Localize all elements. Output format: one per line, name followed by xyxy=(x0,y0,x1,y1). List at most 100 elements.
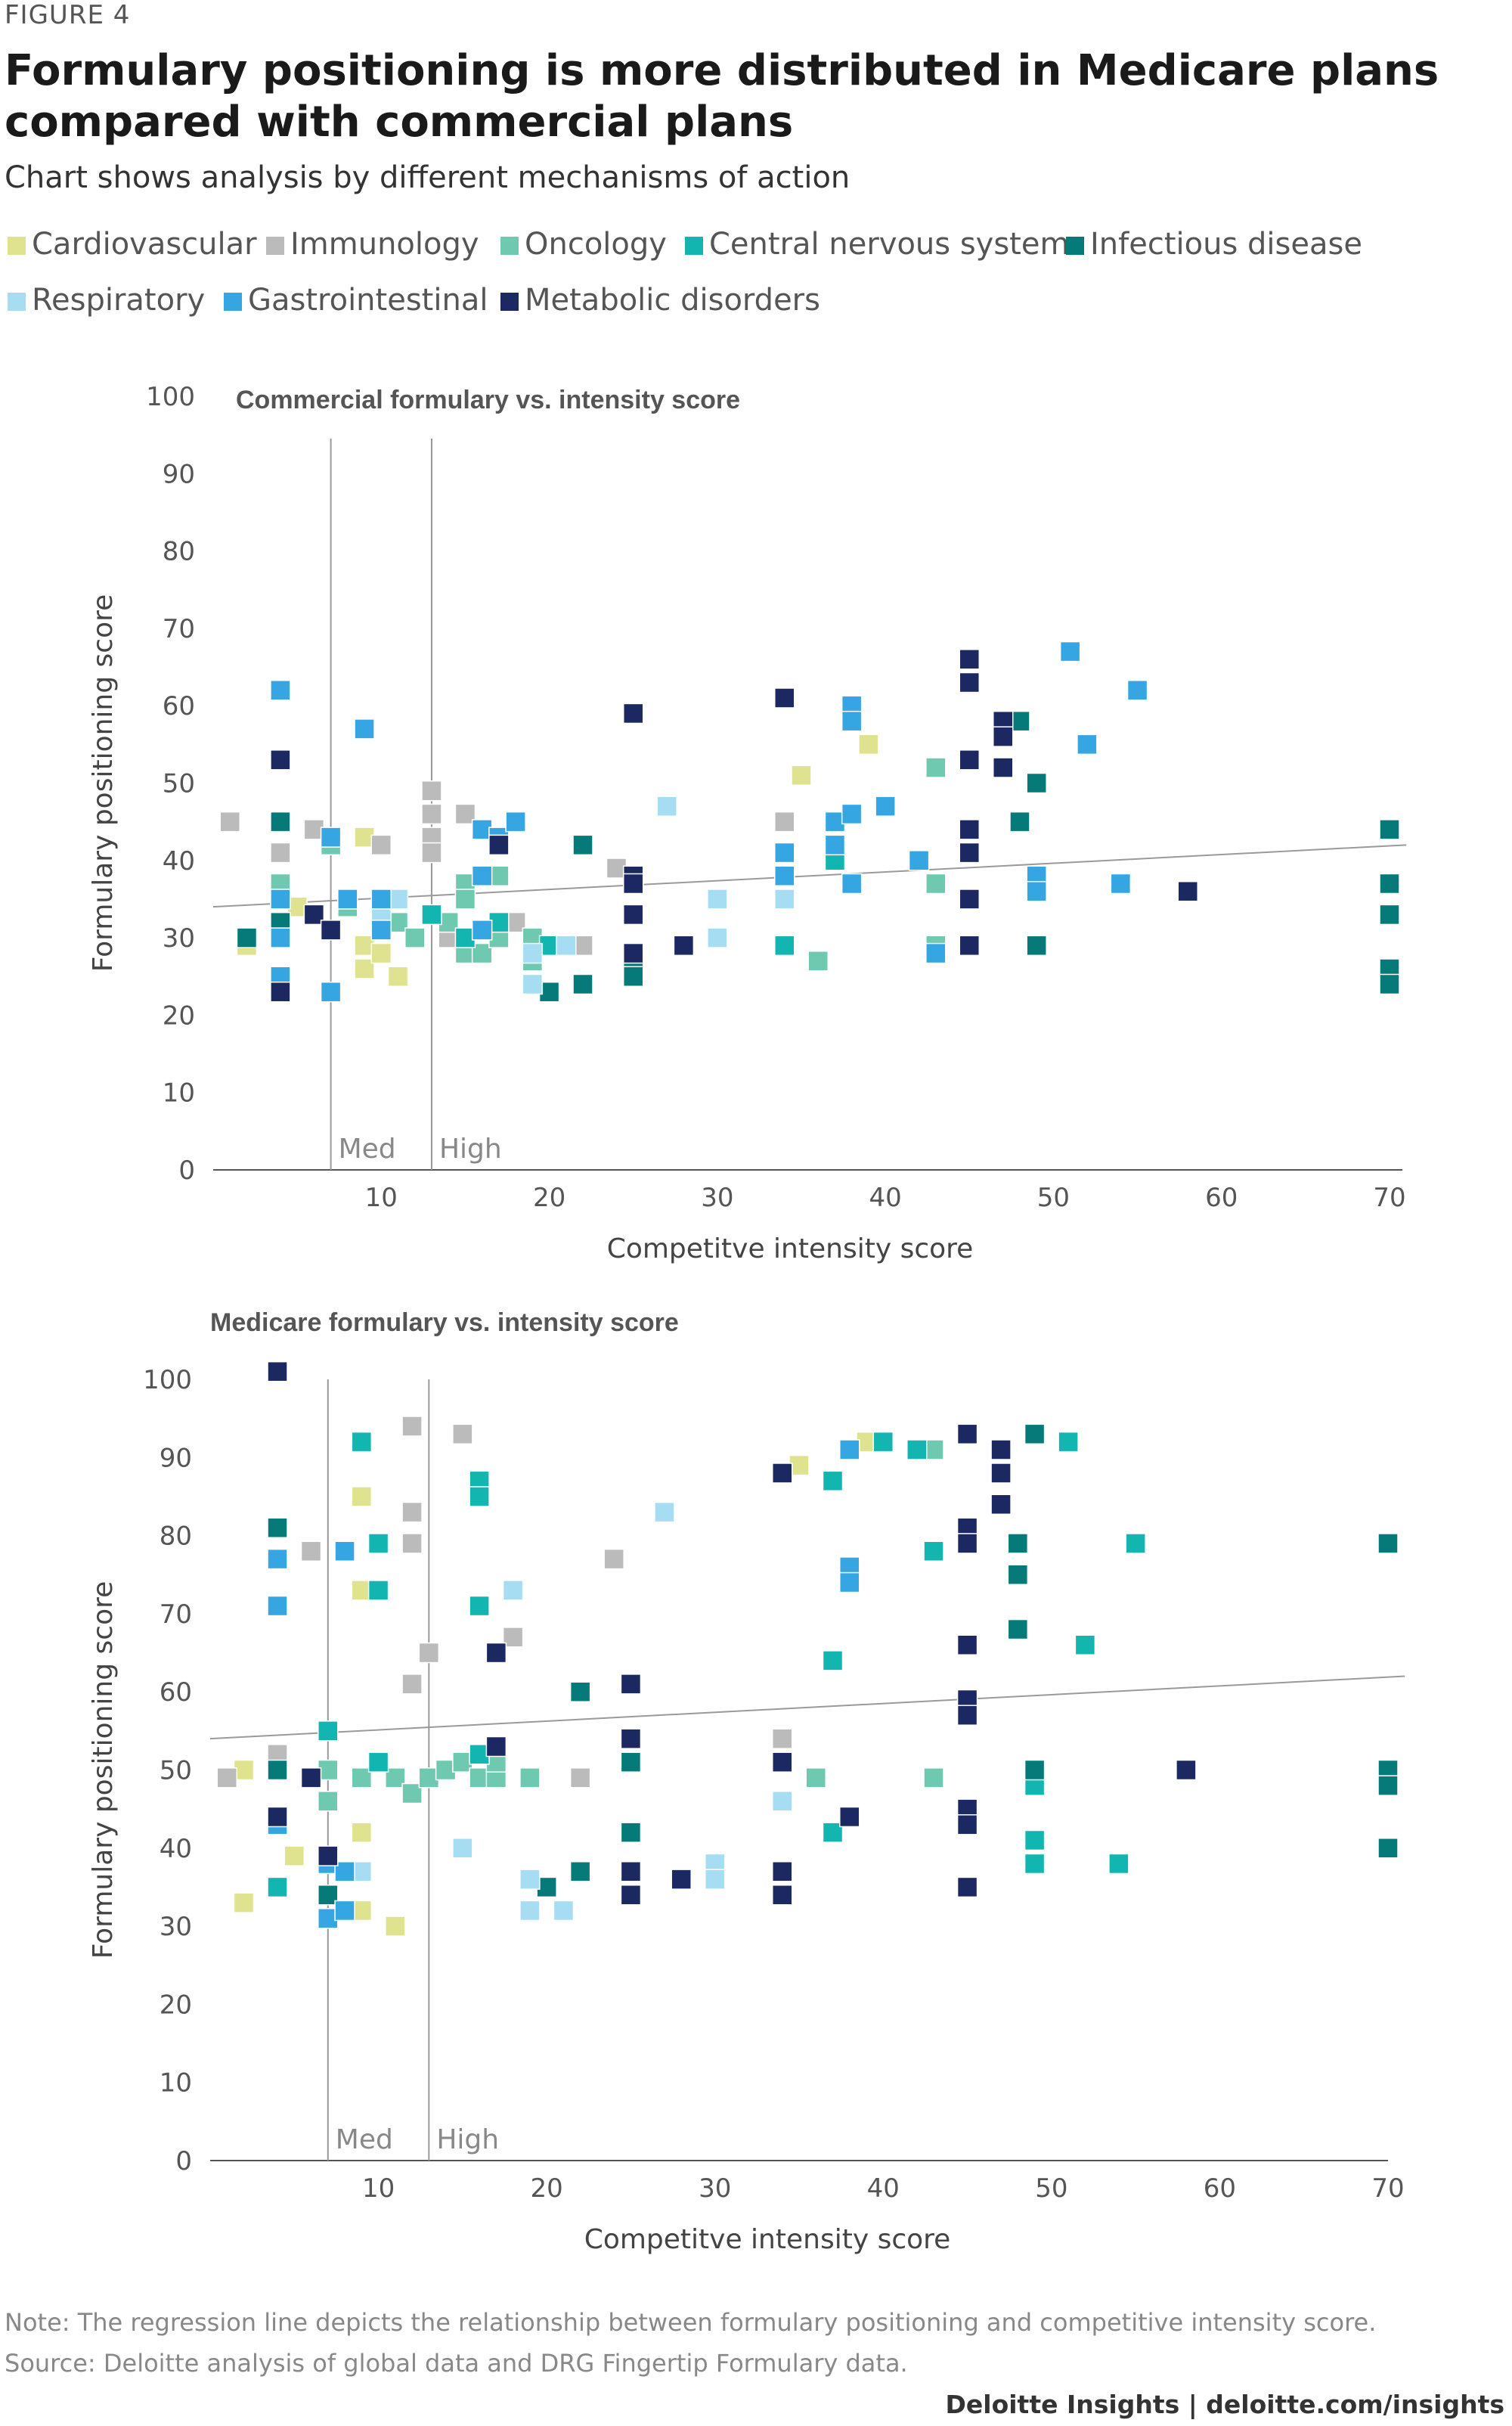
data-point xyxy=(774,811,795,833)
y-tick-label: 50 xyxy=(163,769,195,799)
data-point xyxy=(401,1533,423,1554)
legend-item-cardiovascular: Cardiovascular xyxy=(8,227,257,262)
data-point xyxy=(418,1642,440,1664)
data-point xyxy=(1176,1759,1197,1781)
data-point xyxy=(454,889,476,910)
data-point xyxy=(270,889,291,910)
data-point xyxy=(791,765,812,786)
data-point xyxy=(267,1548,288,1570)
footnote: Note: The regression line depicts the re… xyxy=(5,2308,1377,2337)
data-point xyxy=(421,904,442,926)
data-point xyxy=(387,966,409,987)
data-point xyxy=(553,1900,575,1922)
y-tick-label: 40 xyxy=(160,1834,192,1864)
data-point xyxy=(270,679,291,701)
data-point xyxy=(774,687,795,709)
series-respiratory xyxy=(351,1501,793,1922)
x-tick-label: 10 xyxy=(362,2173,395,2204)
regression-line xyxy=(212,844,1407,908)
data-point xyxy=(1377,1775,1399,1796)
data-point xyxy=(673,935,695,957)
data-point xyxy=(267,1806,288,1828)
x-tick-label: 30 xyxy=(701,1183,733,1213)
data-point xyxy=(219,811,240,833)
data-point xyxy=(270,927,291,948)
data-point xyxy=(1126,679,1148,701)
data-point xyxy=(351,1431,373,1453)
data-point xyxy=(1024,1759,1046,1781)
regression-line xyxy=(209,1675,1405,1740)
data-point xyxy=(488,834,510,856)
data-point xyxy=(1377,1838,1399,1859)
data-point xyxy=(990,1463,1012,1484)
reference-label-high: High xyxy=(439,1134,502,1165)
y-tick-label: 80 xyxy=(163,537,195,567)
data-point xyxy=(1379,873,1400,895)
data-point xyxy=(354,718,375,740)
data-point xyxy=(1379,819,1400,840)
data-point xyxy=(774,865,795,887)
y-tick-label: 60 xyxy=(160,1677,192,1708)
data-point xyxy=(1377,1533,1399,1554)
data-point xyxy=(620,1885,642,1906)
data-point xyxy=(300,1767,322,1788)
data-point xyxy=(822,1470,844,1492)
data-point xyxy=(1026,935,1047,957)
data-point xyxy=(401,1674,423,1695)
y-tick-label: 20 xyxy=(163,1000,195,1031)
data-point xyxy=(1108,1853,1129,1875)
data-point xyxy=(771,1463,793,1484)
legend-label: Cardiovascular xyxy=(32,227,257,262)
panel-title: Commercial formulary vs. intensity score xyxy=(236,386,740,414)
chart-subtitle: Chart shows analysis by different mechan… xyxy=(5,160,850,195)
data-point xyxy=(925,757,947,778)
data-point xyxy=(485,1736,507,1757)
data-point xyxy=(502,1580,524,1601)
data-point xyxy=(1058,1431,1079,1453)
data-point xyxy=(841,710,863,732)
y-tick-label: 100 xyxy=(143,1365,192,1395)
y-tick-label: 80 xyxy=(160,1522,192,1552)
legend-item-gastrointestinal: Gastrointestinal xyxy=(224,283,488,318)
data-point xyxy=(704,1869,726,1890)
data-point xyxy=(270,749,291,771)
data-point xyxy=(824,834,846,856)
data-point xyxy=(318,1791,339,1812)
x-tick-label: 60 xyxy=(1204,2173,1236,2204)
series-gastrointestinal xyxy=(267,1439,860,1929)
data-point xyxy=(370,942,392,964)
data-point xyxy=(774,889,795,910)
data-point xyxy=(620,1822,642,1843)
data-point xyxy=(1379,904,1400,926)
legend-swatch xyxy=(500,293,519,311)
data-point xyxy=(267,1517,288,1539)
data-point xyxy=(370,889,392,910)
y-tick-label: 100 xyxy=(146,382,195,412)
data-point xyxy=(858,734,879,755)
y-tick-label: 70 xyxy=(160,1599,192,1630)
data-point xyxy=(992,757,1014,778)
data-point xyxy=(959,842,981,864)
data-point xyxy=(956,1634,978,1655)
x-tick-label: 70 xyxy=(1373,1183,1405,1213)
legend-item-infectious-disease: Infectious disease xyxy=(1066,227,1362,262)
data-point xyxy=(367,1533,389,1554)
data-point xyxy=(401,1501,423,1523)
data-point xyxy=(404,927,426,948)
data-point xyxy=(1074,1634,1096,1655)
data-point xyxy=(671,1869,692,1890)
data-point xyxy=(569,1861,591,1882)
data-point xyxy=(771,1885,793,1906)
data-point xyxy=(774,935,795,957)
data-point xyxy=(267,1595,288,1617)
x-tick-label: 20 xyxy=(531,2173,563,2204)
data-point xyxy=(519,1767,541,1788)
data-point xyxy=(959,749,981,771)
data-point xyxy=(925,873,947,895)
data-point xyxy=(401,1416,423,1437)
commercial-scatter-chart: Commercial formulary vs. intensity score… xyxy=(88,382,1407,1264)
y-tick-label: 40 xyxy=(163,846,195,876)
data-point xyxy=(620,1728,642,1749)
x-tick-label: 50 xyxy=(1035,2173,1067,2204)
legend-swatch xyxy=(8,293,26,311)
